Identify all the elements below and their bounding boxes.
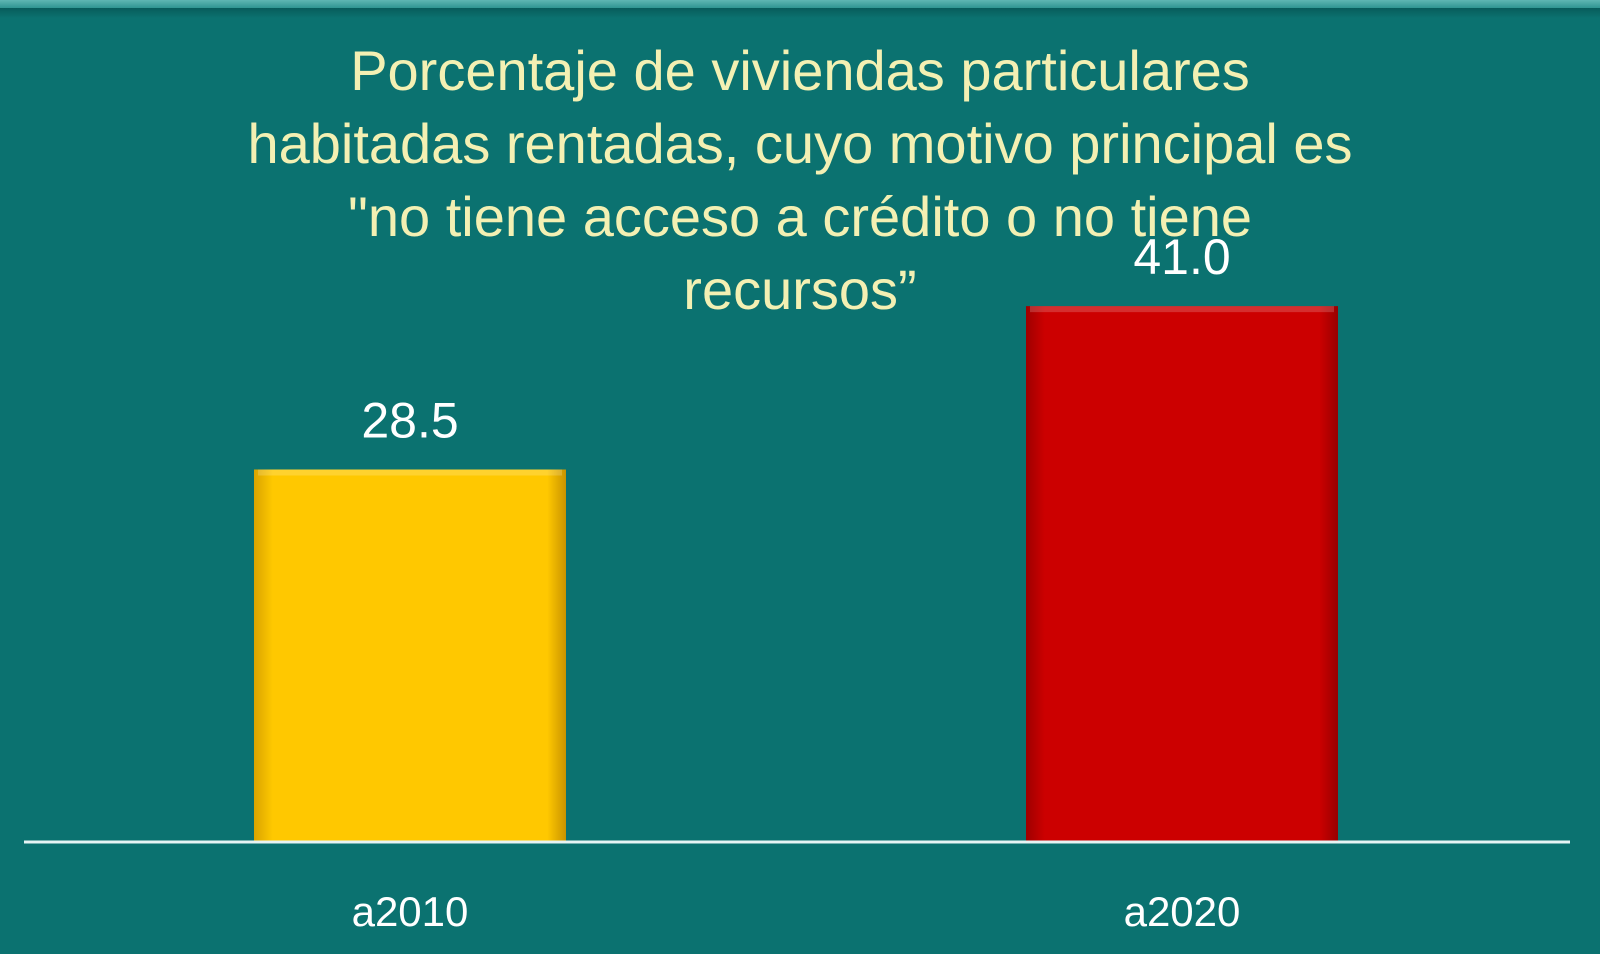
bar-a2020 bbox=[1026, 306, 1338, 842]
tick-label-a2020: a2020 bbox=[1124, 888, 1241, 935]
top-band-shadow bbox=[0, 8, 1600, 18]
bar-highlight-a2010 bbox=[258, 469, 562, 476]
bar-highlight-a2020 bbox=[1030, 306, 1334, 313]
bar-a2010 bbox=[254, 469, 566, 842]
data-label-a2010: 28.5 bbox=[361, 393, 458, 449]
top-band bbox=[0, 0, 1600, 8]
data-label-a2020: 41.0 bbox=[1133, 229, 1230, 285]
chart-title: Porcentaje de viviendas particulares hab… bbox=[247, 39, 1353, 321]
tick-label-a2010: a2010 bbox=[352, 888, 469, 935]
